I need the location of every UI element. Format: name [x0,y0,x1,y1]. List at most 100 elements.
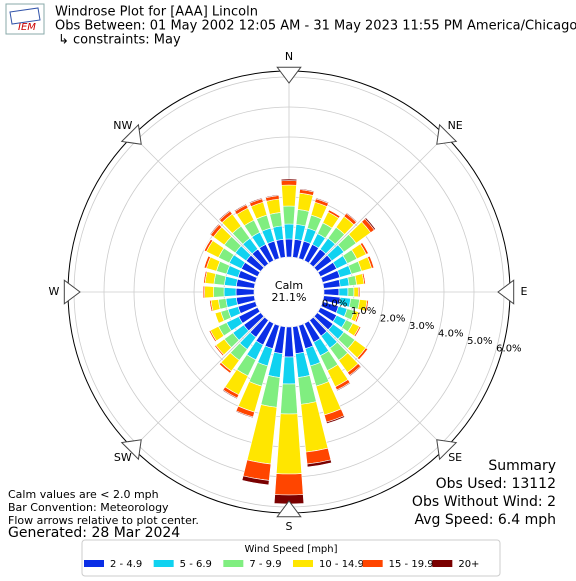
note: Flow arrows relative to plot center. [8,514,199,527]
compass-label: NW [113,119,132,132]
wind-bar [273,494,305,505]
legend-swatch [432,560,453,567]
generated: Generated: 28 Mar 2024 [8,525,180,541]
chart-title: Windrose Plot for [AAA] Lincoln [55,5,258,20]
wind-bar [223,287,237,297]
wind-bar [284,238,294,258]
legend-swatch [84,560,104,567]
wind-bar [280,383,298,415]
compass-label: SW [114,451,132,464]
note: Calm values are < 2.0 mph [8,488,159,501]
wind-bar [369,255,375,269]
wind-bar [299,188,315,193]
legend-swatch [153,560,174,567]
flow-arrow [120,439,142,461]
compass-label: N [285,50,293,63]
wind-bar [338,277,350,287]
wind-bar [235,287,255,297]
wind-bar [209,223,220,236]
wind-bar [353,286,359,298]
wind-bar [281,184,297,207]
wind-bar [233,203,247,212]
wind-bar [213,273,227,286]
wind-bar [361,241,370,254]
wind-bar [358,348,369,361]
wind-bar [235,410,254,419]
r-tick-label: 3.0% [409,321,434,332]
flow-arrow [276,500,302,518]
wind-bar [347,287,355,297]
wind-bar [280,178,298,182]
wind-bar [338,287,349,297]
wind-bar [282,205,296,225]
wind-bar [294,224,306,241]
grid-line [313,316,446,449]
legend-label: 10 - 14.9 [319,559,364,570]
wind-bar [218,363,231,375]
wind-bar [241,475,270,486]
wind-bar [274,473,304,496]
wind-bar [297,375,317,405]
wind-bar [203,238,212,252]
wind-bar [355,326,362,337]
grid-line [313,135,446,268]
r-tick-label: 0.0% [322,299,347,310]
calm-value: 21.1% [272,291,307,304]
wind-bar [364,217,376,231]
wind-bar [363,273,366,284]
summary: Summary [488,458,556,474]
legend-label: 15 - 19.9 [389,559,434,570]
legend-swatch [362,560,383,567]
flow-arrow [436,123,458,145]
wind-bar [269,212,283,228]
wind-bar [336,382,351,392]
legend-label: 7 - 9.9 [249,559,281,570]
wind-bar [349,365,362,377]
wind-bar [203,271,206,284]
legend [81,539,501,577]
flow-arrow [436,439,458,461]
grid-line [132,135,265,268]
logo-text: IEM [18,22,36,33]
compass-label: SE [448,451,462,464]
compass-label: W [49,285,60,298]
wind-bar [328,208,341,217]
legend-label: 20+ [458,559,479,570]
r-tick-label: 5.0% [467,336,492,347]
legend-label: 2 - 4.9 [110,559,142,570]
wind-bar [248,197,263,204]
wind-bar [323,288,340,296]
wind-bar [306,459,332,468]
wind-bar [345,212,358,223]
wind-bar [218,209,231,221]
wind-bar [272,225,284,241]
chart-subtitle: Obs Between: 01 May 2002 12:05 AM - 31 M… [55,19,576,34]
constraints: ↳ constraints: May [58,33,181,48]
grid-line [132,316,265,449]
compass-label: S [286,520,293,533]
wind-bar [224,275,238,287]
wind-bar [297,192,314,212]
flow-arrow [276,66,302,84]
legend-title: Wind Speed [mph] [244,544,337,555]
summary: Avg Speed: 6.4 mph [414,512,556,528]
flow-arrow [120,123,142,145]
wind-bar [266,198,281,215]
legend-label: 5 - 6.9 [180,559,212,570]
flow-arrow [497,279,515,305]
wind-bar [264,194,280,199]
legend-swatch [223,560,244,567]
flow-arrow [63,279,81,305]
wind-bar [225,297,238,308]
compass-label: NE [448,119,463,132]
wind-bar [203,255,209,269]
wind-bar [295,209,310,227]
r-tick-label: 2.0% [380,314,405,325]
r-tick-label: 1.0% [351,306,376,317]
wind-bar [213,286,225,298]
wind-bar [284,326,294,358]
calm-label: Calm [275,279,303,292]
summary: Obs Without Wind: 2 [412,494,556,510]
wind-bar [283,223,295,240]
